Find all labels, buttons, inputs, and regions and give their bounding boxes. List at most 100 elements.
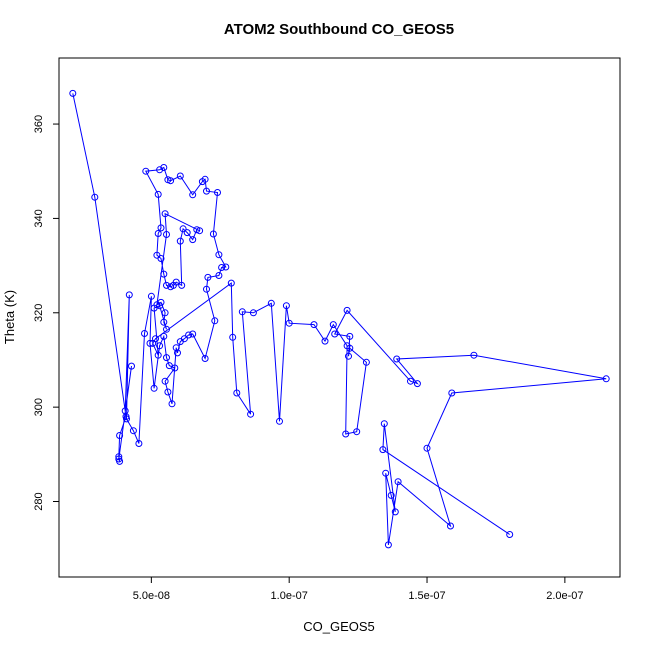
data-point [176,172,184,180]
data-point [183,229,191,237]
data-point [185,331,193,339]
data-point [215,251,223,259]
data-point [447,522,454,530]
data-point [142,167,150,175]
data-point [214,189,221,196]
data-point [393,355,401,363]
data-point [91,193,99,201]
data-point [331,330,339,338]
data-point [115,455,123,463]
data-point [310,321,318,329]
data-point [249,309,257,317]
y-tick-label: 280 [33,492,45,510]
data-point [353,428,361,436]
data-point [215,272,223,279]
data-point [391,508,399,516]
y-tick-label: 320 [33,304,45,322]
data-point [163,231,170,238]
data-point [163,281,170,289]
data-point [160,318,168,326]
series-line [72,93,607,545]
data-point [448,389,456,397]
data-point [147,292,155,300]
data-point [161,210,169,218]
data-point [189,191,197,199]
data-point [152,335,159,343]
data-point [285,319,293,327]
data-point [154,351,162,359]
data-point [198,178,206,186]
data-point [150,304,158,312]
data-point [160,270,168,278]
data-point [176,237,184,245]
data-point [602,375,610,383]
data-point [180,335,188,343]
data-point [189,236,197,244]
data-point [178,281,186,289]
data-point [135,440,143,447]
series-layer [69,89,610,549]
data-point [125,291,133,299]
data-point [276,417,283,425]
data-point [384,541,392,549]
data-point [229,333,237,341]
data-point [379,446,387,454]
data-point [116,432,124,439]
data-point [150,384,158,392]
data-point [161,309,169,317]
data-point [222,263,230,271]
data-point [203,187,210,195]
data-point [196,227,204,235]
y-tick-label: 340 [33,209,45,227]
data-point [211,317,219,325]
data-point [394,478,402,486]
data-point [163,354,170,362]
data-point [160,164,168,171]
data-point [282,302,290,310]
data-point [146,339,154,347]
data-point [423,444,431,452]
data-point [329,321,337,329]
x-tick-label: 2.0e-07 [546,590,583,602]
data-point [168,400,176,408]
data-point [470,351,478,359]
data-point [157,224,165,232]
data-point [346,344,354,352]
y-axis: 280 300 320 340 360 [33,115,60,511]
data-point [164,176,172,184]
data-point [321,337,329,345]
data-point [382,469,390,477]
data-point [163,325,170,333]
data-point [157,298,165,306]
data-point [164,388,172,396]
data-point [160,332,168,340]
data-point [161,377,169,385]
data-point [267,299,275,307]
data-point [69,89,77,97]
data-point [342,430,350,438]
data-point [121,407,129,415]
data-point [218,264,226,271]
data-point [362,358,370,366]
data-point [346,332,354,340]
data-point [128,362,135,370]
data-point [247,410,255,418]
data-point [238,308,246,316]
data-point [154,230,162,237]
data-point [154,190,162,198]
data-point [129,427,137,435]
data-point [141,330,148,337]
data-point [204,273,212,281]
data-point [227,279,235,287]
data-point [156,342,164,350]
data-point [209,230,217,238]
x-axis-label: CO_GEOS5 [303,619,375,634]
data-point [179,225,187,233]
x-tick-label: 5.0e-08 [133,590,170,602]
data-point [233,389,241,397]
data-point [203,285,210,293]
data-point [171,364,179,372]
data-point [380,420,388,428]
data-point [156,166,164,174]
